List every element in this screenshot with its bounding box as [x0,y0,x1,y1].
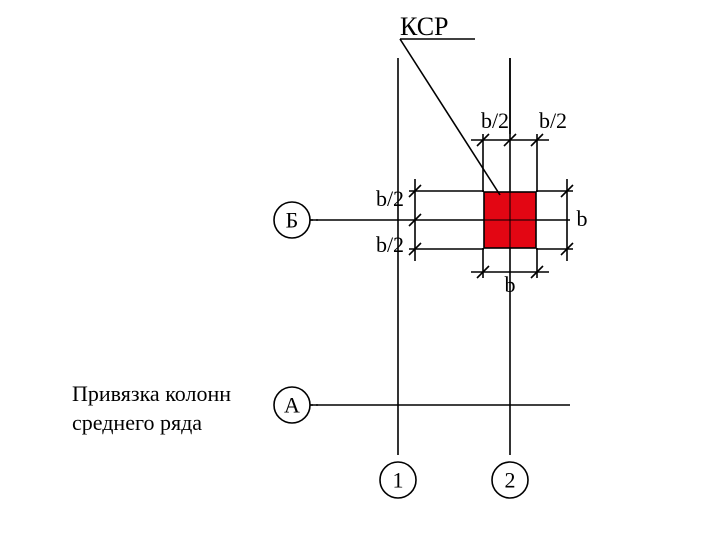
svg-text:Б: Б [286,208,299,233]
svg-text:А: А [284,393,300,418]
svg-text:КСР: КСР [400,12,449,41]
svg-text:b/2: b/2 [481,108,509,133]
caption-line-2: среднего ряда [72,410,202,435]
svg-text:2: 2 [505,468,516,493]
svg-text:1: 1 [393,468,404,493]
caption-text: Привязка колонн среднего ряда [72,380,231,437]
svg-text:b/2: b/2 [376,232,404,257]
caption-line-1: Привязка колонн [72,381,231,406]
svg-text:b/2: b/2 [539,108,567,133]
svg-text:b: b [505,272,516,297]
svg-text:b/2: b/2 [376,186,404,211]
diagram-svg: А Б 1 2 КСР b/2 b/2 b/2 b/2 b b [0,0,720,540]
svg-text:b: b [577,206,588,231]
